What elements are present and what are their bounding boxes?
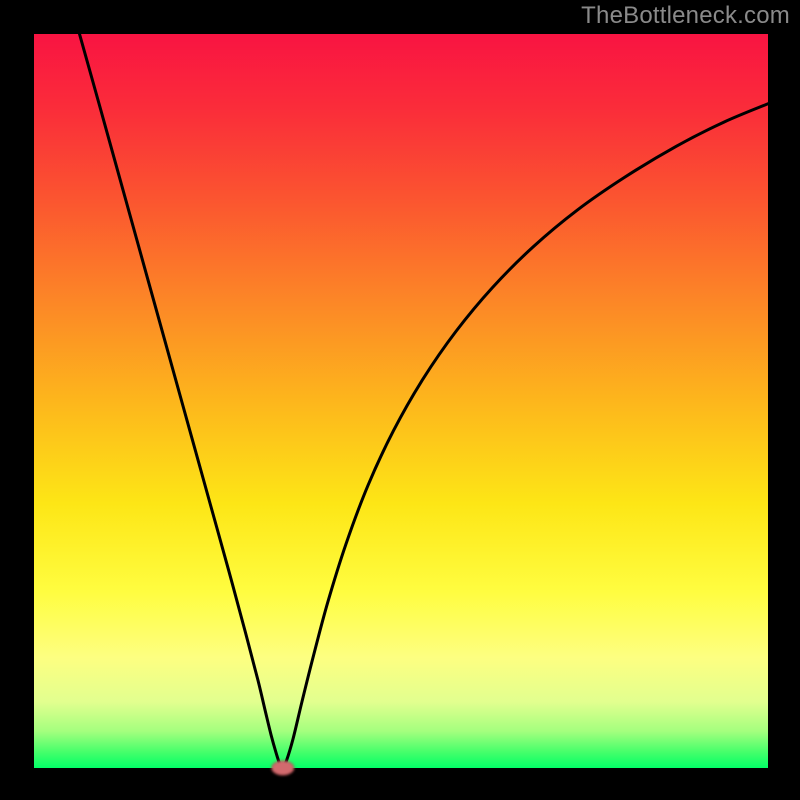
optimal-point-marker bbox=[272, 761, 294, 775]
plot-svg bbox=[0, 0, 800, 800]
chart-canvas: TheBottleneck.com bbox=[0, 0, 800, 800]
watermark-label: TheBottleneck.com bbox=[581, 2, 790, 30]
plot-background bbox=[34, 34, 768, 768]
